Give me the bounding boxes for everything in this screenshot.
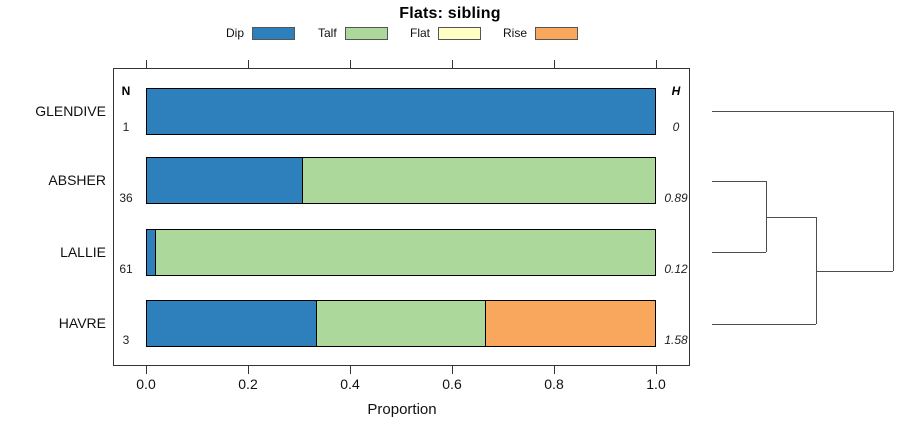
h-column-header: H [671, 84, 681, 98]
tick-label: 1.0 [646, 376, 666, 392]
plot-box [113, 68, 690, 366]
axis-tick-bottom [248, 366, 249, 374]
dendrogram-segment [712, 181, 766, 182]
tick-label: 0.4 [340, 376, 360, 392]
legend-item: Talf [318, 26, 388, 41]
stacked-bar-lallie [146, 229, 656, 276]
legend: Dip Talf Flat Rise [0, 0, 900, 46]
dendrogram-segment [712, 324, 816, 325]
stacked-bar-absher [146, 157, 656, 204]
bar-segment-talf [155, 230, 655, 275]
dendrogram-segment [893, 111, 894, 271]
stacked-bar-glendive [146, 88, 656, 135]
tick-label: 0.8 [544, 376, 564, 392]
n-column-header: N [121, 84, 131, 98]
axis-tick-bottom [554, 366, 555, 374]
legend-label: Rise [503, 26, 528, 40]
bar-segment-dip [147, 301, 317, 346]
axis-tick-top [248, 60, 249, 68]
h-value: 1.58 [664, 333, 688, 347]
bar-segment-dip [147, 158, 303, 203]
dendrogram-segment [712, 111, 893, 112]
legend-swatch [535, 27, 579, 40]
legend-swatch [344, 27, 388, 40]
bar-segment-talf [316, 301, 486, 346]
legend-swatch [438, 27, 482, 40]
axis-tick-bottom [146, 366, 147, 374]
n-value: 3 [122, 333, 130, 347]
chart-title: Flats: sibling [399, 5, 501, 22]
legend-swatch [252, 27, 296, 40]
axis-tick-top [554, 60, 555, 68]
legend-label: Dip [226, 26, 245, 40]
axis-tick-top [146, 60, 147, 68]
n-value: 36 [119, 191, 133, 205]
axis-tick-bottom [452, 366, 453, 374]
bar-segment-dip [147, 230, 156, 275]
row-label: HAVRE [58, 314, 106, 331]
n-value: 1 [122, 120, 130, 134]
axis-tick-top [350, 60, 351, 68]
tick-label: 0.6 [442, 376, 462, 392]
tick-label: 0.0 [136, 376, 156, 392]
n-value: 61 [119, 262, 133, 276]
dendrogram-segment [816, 271, 893, 272]
row-label: GLENDIVE [35, 102, 106, 119]
bar-segment-rise [485, 301, 655, 346]
dendrogram-segment [816, 217, 817, 324]
bar-segment-dip [147, 89, 655, 134]
legend-label: Talf [318, 26, 337, 40]
legend-item: Dip [226, 26, 296, 41]
axis-tick-top [452, 60, 453, 68]
stacked-bar-havre [146, 300, 656, 347]
axis-tick-bottom [656, 366, 657, 374]
row-label: LALLIE [60, 243, 106, 260]
h-value: 0 [672, 120, 680, 134]
x-axis-label: Proportion [367, 401, 437, 418]
h-value: 0.12 [664, 262, 688, 276]
dendrogram-segment [712, 252, 766, 253]
row-label: ABSHER [48, 171, 106, 188]
axis-tick-bottom [350, 366, 351, 374]
dendrogram-segment [766, 181, 767, 252]
h-value: 0.89 [664, 191, 688, 205]
legend-item: Flat [410, 26, 482, 41]
legend-item: Rise [503, 26, 579, 41]
axis-tick-top [656, 60, 657, 68]
bar-segment-talf [302, 158, 655, 203]
legend-label: Flat [410, 26, 431, 40]
dendrogram-segment [766, 217, 816, 218]
tick-label: 0.2 [238, 376, 258, 392]
